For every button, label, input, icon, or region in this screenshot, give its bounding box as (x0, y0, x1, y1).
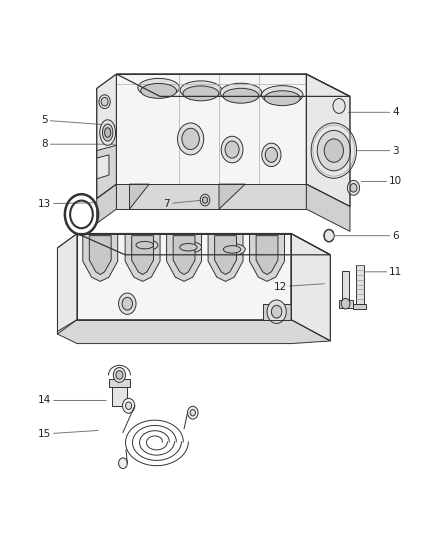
Circle shape (267, 300, 286, 324)
Polygon shape (215, 236, 237, 274)
Circle shape (119, 293, 136, 314)
Polygon shape (112, 387, 127, 406)
Text: 3: 3 (357, 146, 399, 156)
Polygon shape (97, 146, 117, 198)
Circle shape (101, 98, 108, 106)
Polygon shape (256, 236, 278, 274)
Text: 8: 8 (41, 139, 115, 149)
Polygon shape (125, 233, 160, 281)
Circle shape (272, 305, 282, 318)
Polygon shape (77, 233, 291, 320)
Text: 13: 13 (38, 199, 93, 209)
Polygon shape (83, 233, 118, 281)
Polygon shape (263, 304, 291, 320)
Circle shape (341, 298, 350, 309)
Circle shape (126, 402, 132, 409)
Circle shape (182, 128, 199, 150)
Circle shape (122, 297, 133, 310)
Circle shape (177, 123, 204, 155)
Ellipse shape (261, 86, 303, 104)
Polygon shape (130, 184, 149, 209)
Polygon shape (342, 271, 349, 300)
Circle shape (265, 148, 278, 163)
Circle shape (333, 99, 345, 114)
Ellipse shape (100, 120, 116, 146)
Ellipse shape (141, 84, 177, 98)
Polygon shape (250, 233, 285, 281)
Polygon shape (291, 233, 330, 341)
Polygon shape (77, 233, 330, 255)
Text: 5: 5 (41, 115, 115, 125)
Circle shape (119, 458, 127, 469)
Text: 14: 14 (38, 395, 106, 406)
Text: 10: 10 (361, 176, 403, 187)
Circle shape (200, 194, 210, 206)
Text: 4: 4 (348, 107, 399, 117)
Polygon shape (166, 233, 201, 281)
Polygon shape (117, 74, 350, 96)
Polygon shape (219, 184, 245, 209)
Polygon shape (117, 184, 306, 209)
Ellipse shape (175, 241, 201, 253)
Polygon shape (57, 320, 330, 344)
Circle shape (113, 368, 126, 382)
Ellipse shape (180, 244, 197, 251)
Circle shape (221, 136, 243, 163)
Ellipse shape (136, 241, 153, 249)
Circle shape (225, 141, 239, 158)
Circle shape (190, 409, 195, 416)
Ellipse shape (219, 244, 245, 255)
Text: 15: 15 (38, 429, 99, 439)
Ellipse shape (132, 239, 158, 251)
Polygon shape (339, 300, 353, 308)
Ellipse shape (138, 78, 180, 97)
Circle shape (202, 197, 208, 203)
Circle shape (350, 183, 357, 192)
Ellipse shape (102, 124, 113, 141)
Ellipse shape (180, 81, 222, 100)
Circle shape (116, 370, 123, 379)
Circle shape (324, 229, 334, 242)
Polygon shape (306, 184, 350, 231)
Ellipse shape (105, 128, 111, 138)
Circle shape (347, 180, 360, 195)
Ellipse shape (223, 88, 259, 103)
Polygon shape (97, 74, 117, 198)
Polygon shape (117, 74, 306, 184)
Ellipse shape (183, 86, 219, 101)
Polygon shape (109, 379, 130, 387)
Ellipse shape (223, 246, 241, 253)
Text: 12: 12 (273, 282, 325, 292)
Ellipse shape (265, 91, 300, 106)
Polygon shape (89, 236, 111, 274)
Polygon shape (57, 233, 77, 334)
Circle shape (317, 131, 350, 171)
Polygon shape (97, 184, 117, 223)
Circle shape (324, 139, 343, 163)
Polygon shape (132, 236, 153, 274)
Circle shape (123, 398, 135, 413)
Polygon shape (356, 265, 364, 304)
Polygon shape (306, 74, 350, 206)
Text: 11: 11 (361, 267, 403, 277)
Polygon shape (353, 304, 366, 309)
Circle shape (311, 123, 357, 178)
Circle shape (262, 143, 281, 166)
Circle shape (187, 406, 198, 419)
Polygon shape (173, 236, 195, 274)
Polygon shape (208, 233, 243, 281)
Ellipse shape (220, 83, 261, 102)
Text: 6: 6 (336, 231, 399, 241)
Text: 7: 7 (163, 199, 201, 209)
Circle shape (99, 95, 110, 109)
